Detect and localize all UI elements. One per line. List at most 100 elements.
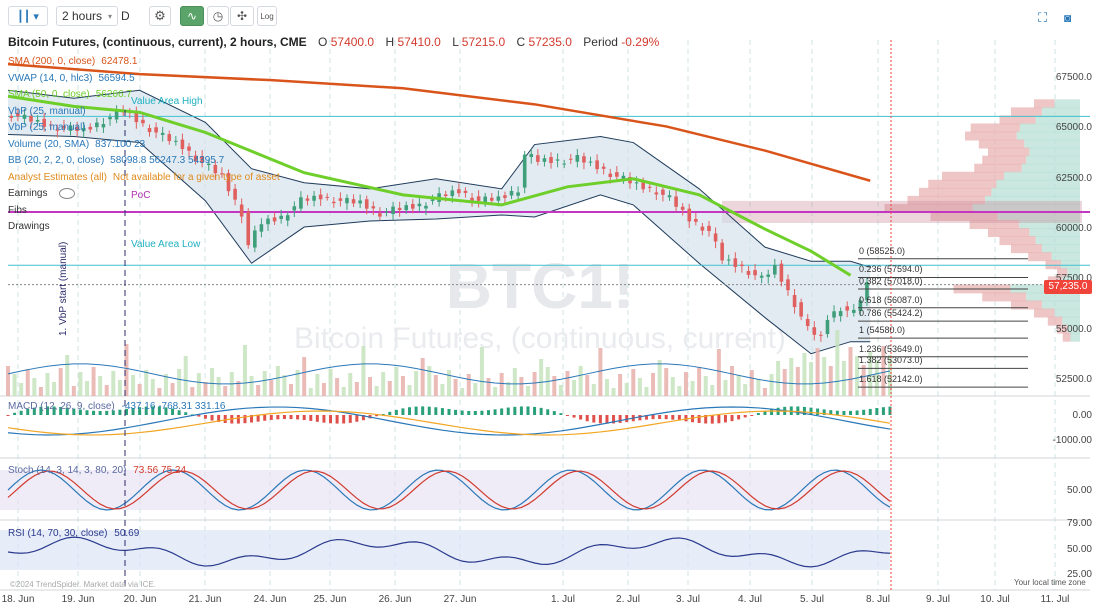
volume-bar: [262, 371, 267, 396]
volume-bar: [295, 370, 300, 396]
candle-body: [253, 230, 257, 248]
volume-bar: [6, 366, 10, 396]
expand-icon: ⛶: [1038, 10, 1048, 25]
settings-button[interactable]: ⚙: [149, 6, 171, 26]
volume-bar: [525, 386, 530, 396]
volume-bar: [433, 375, 438, 396]
macd-histogram-bar: [124, 408, 128, 415]
volume-profile-bar-sell: [1011, 300, 1043, 310]
candle-body: [700, 226, 705, 231]
volume-profile-bar-buy: [1024, 139, 1080, 149]
screenshot-button[interactable]: ◙: [1064, 9, 1078, 25]
legend-row[interactable]: Fibs: [8, 205, 33, 216]
rsi-legend: RSI (14, 70, 30, close) 50.69: [8, 528, 139, 539]
legend-row[interactable]: Analyst Estimates (all) Not available for…: [8, 172, 280, 183]
candle-body: [779, 263, 784, 282]
candle-body: [575, 155, 580, 162]
volume-bar: [447, 370, 451, 396]
interval-suffix[interactable]: D: [121, 9, 130, 23]
legend-row[interactable]: SMA (50, 0, close) 56266.7: [8, 89, 132, 100]
candle-body: [753, 270, 757, 276]
log-scale-button[interactable]: Log: [257, 6, 277, 26]
macd-histogram-bar: [289, 415, 293, 420]
macd-histogram-bar: [276, 415, 280, 420]
candle-body: [95, 122, 99, 128]
volume-bar: [78, 372, 83, 396]
volume-bar: [657, 360, 662, 396]
volume-bar: [506, 382, 511, 396]
macd-histogram-bar: [486, 410, 490, 415]
volume-profile-bar-sell: [1011, 107, 1043, 117]
macd-histogram-bar: [414, 406, 418, 415]
legend-row[interactable]: Drawings: [8, 221, 56, 232]
fullscreen-button[interactable]: ⛶: [1038, 9, 1052, 25]
volume-profile-bar-buy: [1026, 155, 1080, 165]
legend-row[interactable]: Earnings: [8, 188, 76, 199]
fib-level-label: 1 (54580.0): [859, 325, 906, 336]
candle-body: [180, 139, 185, 149]
candle-body: [55, 129, 60, 131]
volume-bar: [756, 379, 761, 396]
macd-histogram-bar: [282, 415, 286, 420]
volume-bar: [368, 377, 373, 396]
macd-histogram-bar: [480, 410, 484, 415]
poc-label: PoC: [131, 190, 151, 201]
log-label: Log: [260, 11, 274, 21]
volume-bar: [736, 375, 741, 396]
candle-body: [562, 163, 566, 165]
volume-profile-bar-buy: [1004, 171, 1080, 181]
low-value: 57215.0: [461, 35, 506, 49]
volume-bar: [618, 374, 623, 396]
volume-bar: [242, 345, 247, 396]
volume-bar: [743, 384, 748, 396]
volume-bar: [822, 357, 827, 396]
volume-bar: [282, 375, 287, 396]
legend-row[interactable]: BB (20, 2, 2, 0, close) 58098.8 56247.3 5…: [8, 155, 224, 166]
volume-bar: [710, 385, 715, 396]
macd-signal-line: [7, 410, 891, 436]
candle-body: [345, 197, 349, 204]
volume-profile-bar-buy: [1019, 123, 1080, 133]
legend-row[interactable]: VWAP (14, 0, hlc3) 56594.5: [8, 73, 135, 84]
volume-bar: [104, 385, 109, 396]
indicator-toggle-button[interactable]: ∿: [180, 6, 204, 26]
volume-bar: [683, 372, 688, 396]
volume-profile-bar-sell: [1062, 332, 1071, 342]
interval-select[interactable]: 2 hours ▾: [56, 6, 118, 26]
clock-button[interactable]: ◷: [207, 6, 229, 26]
macd-histogram-bar: [355, 415, 359, 422]
x-tick-label: 4. Jul: [738, 594, 762, 605]
macd-tick-0: 0.00: [1072, 410, 1092, 421]
volume-profile-bar-buy: [996, 179, 1080, 189]
volume-bar: [809, 362, 814, 396]
chart-type-button[interactable]: ┃┃ ▾: [8, 6, 48, 26]
x-tick-label: 3. Jul: [676, 594, 700, 605]
volume-bar: [749, 370, 754, 396]
volume-bar: [453, 379, 458, 396]
candle-body: [687, 208, 692, 222]
macd-histogram-bar: [177, 410, 181, 415]
candle-body: [187, 146, 191, 151]
macd-histogram-bar: [559, 413, 563, 415]
candle-body: [707, 225, 711, 232]
volume-bar: [664, 368, 669, 396]
macd-histogram-bar: [401, 408, 405, 415]
drawing-button[interactable]: ✣: [230, 6, 254, 26]
legend-row[interactable]: VbP (25, manual): [8, 106, 92, 117]
macd-histogram-bar: [723, 415, 727, 423]
candle-body: [299, 197, 303, 209]
legend-row[interactable]: SMA (200, 0, close) 62478.1: [8, 56, 137, 67]
candle-body: [621, 175, 626, 180]
volume-profile-bar-buy: [1029, 147, 1080, 157]
macd-histogram-bar: [677, 415, 681, 421]
eye-icon[interactable]: [59, 188, 76, 199]
candle-body: [522, 154, 527, 188]
macd-histogram-bar: [539, 407, 543, 415]
legend-row[interactable]: VbP (25, manual): [8, 122, 92, 133]
legend-row[interactable]: Volume (20, SMA) 837.100 23: [8, 139, 145, 150]
candle-body: [220, 173, 224, 175]
volume-profile-bar-buy: [972, 203, 1080, 213]
macd-histogram-bar: [572, 415, 576, 418]
timezone-label[interactable]: Your local time zone: [1014, 578, 1086, 587]
